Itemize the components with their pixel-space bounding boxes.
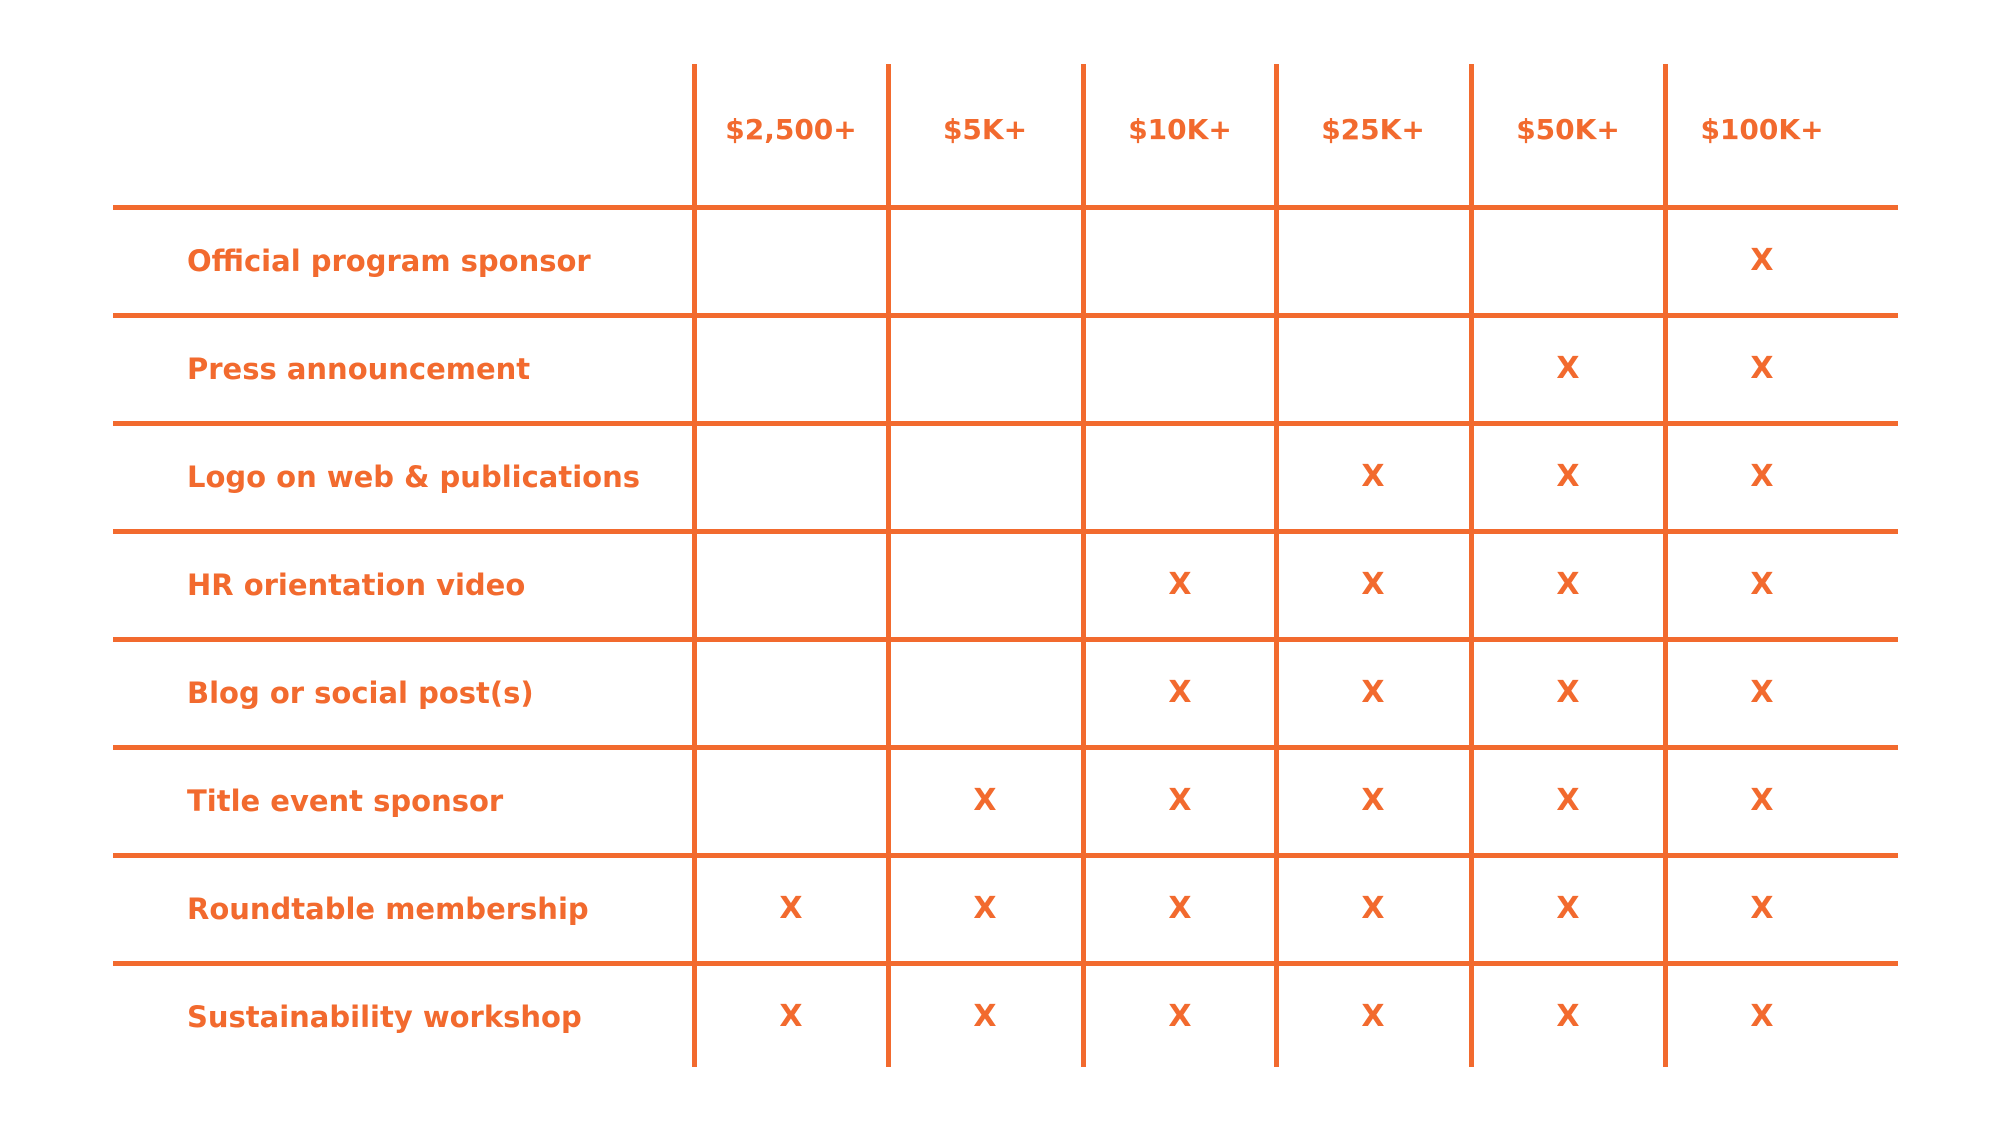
included-mark: X bbox=[1168, 891, 1192, 926]
column-divider bbox=[1663, 64, 1668, 1067]
row-benefit-label: Sustainability workshop bbox=[187, 1000, 582, 1034]
row-benefit-label: Official program sponsor bbox=[187, 244, 591, 278]
included-mark: X bbox=[1750, 351, 1774, 386]
included-mark: X bbox=[973, 999, 997, 1034]
row-divider bbox=[113, 745, 1898, 750]
row-divider bbox=[113, 313, 1898, 318]
row-divider bbox=[113, 529, 1898, 534]
included-mark: X bbox=[1168, 783, 1192, 818]
row-benefit-label: Roundtable membership bbox=[187, 892, 589, 926]
included-mark: X bbox=[1750, 783, 1774, 818]
included-mark: X bbox=[1361, 783, 1385, 818]
row-divider bbox=[113, 961, 1898, 966]
included-mark: X bbox=[1556, 999, 1580, 1034]
included-mark: X bbox=[1750, 243, 1774, 278]
included-mark: X bbox=[973, 891, 997, 926]
included-mark: X bbox=[1750, 459, 1774, 494]
row-benefit-label: Blog or social post(s) bbox=[187, 676, 534, 710]
included-mark: X bbox=[1361, 891, 1385, 926]
column-header-tier: $100K+ bbox=[1700, 113, 1824, 146]
column-divider bbox=[1469, 64, 1474, 1067]
column-header-tier: $5K+ bbox=[942, 113, 1028, 146]
included-mark: X bbox=[1556, 891, 1580, 926]
included-mark: X bbox=[1361, 567, 1385, 602]
included-mark: X bbox=[779, 891, 803, 926]
column-divider bbox=[886, 64, 891, 1067]
included-mark: X bbox=[1750, 675, 1774, 710]
column-divider bbox=[1274, 64, 1279, 1067]
included-mark: X bbox=[1168, 567, 1192, 602]
row-benefit-label: HR orientation video bbox=[187, 568, 526, 602]
included-mark: X bbox=[1556, 351, 1580, 386]
included-mark: X bbox=[1168, 999, 1192, 1034]
row-divider bbox=[113, 637, 1898, 642]
column-header-tier: $50K+ bbox=[1516, 113, 1620, 146]
included-mark: X bbox=[1556, 783, 1580, 818]
included-mark: X bbox=[1750, 567, 1774, 602]
column-header-tier: $25K+ bbox=[1321, 113, 1425, 146]
included-mark: X bbox=[1361, 459, 1385, 494]
included-mark: X bbox=[1556, 567, 1580, 602]
included-mark: X bbox=[1361, 999, 1385, 1034]
included-mark: X bbox=[1361, 675, 1385, 710]
column-header-tier: $10K+ bbox=[1128, 113, 1232, 146]
column-divider bbox=[1081, 64, 1086, 1067]
row-divider bbox=[113, 205, 1898, 210]
included-mark: X bbox=[973, 783, 997, 818]
column-header-tier: $2,500+ bbox=[725, 113, 857, 146]
row-benefit-label: Logo on web & publications bbox=[187, 460, 640, 494]
included-mark: X bbox=[1750, 891, 1774, 926]
included-mark: X bbox=[1750, 999, 1774, 1034]
row-benefit-label: Press announcement bbox=[187, 352, 531, 386]
row-divider bbox=[113, 853, 1898, 858]
row-benefit-label: Title event sponsor bbox=[187, 784, 504, 818]
row-divider bbox=[113, 421, 1898, 426]
included-mark: X bbox=[1556, 675, 1580, 710]
included-mark: X bbox=[1556, 459, 1580, 494]
included-mark: X bbox=[779, 999, 803, 1034]
included-mark: X bbox=[1168, 675, 1192, 710]
column-divider bbox=[692, 64, 697, 1067]
